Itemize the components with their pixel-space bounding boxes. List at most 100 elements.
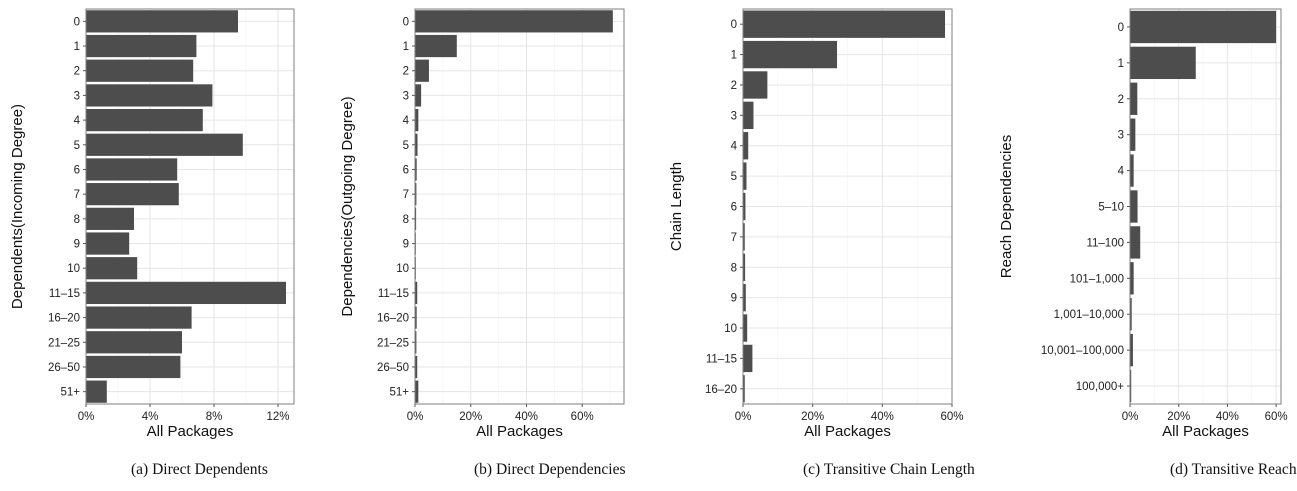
- y-tick-label: 6: [74, 164, 80, 176]
- bar-5–10: [1130, 190, 1138, 223]
- y-tick-label: 4: [74, 115, 81, 127]
- bar-1: [86, 34, 197, 58]
- y-tick-label: 11–15: [49, 288, 80, 300]
- bar-4: [86, 108, 203, 132]
- x-tick-label: 0%: [407, 411, 424, 423]
- y-tick-label: 1: [74, 41, 80, 53]
- y-tick-label: 26–50: [48, 362, 80, 374]
- bar-21–25: [86, 331, 182, 354]
- bar-10: [86, 257, 138, 280]
- x-axis-label: All Packages: [147, 423, 234, 440]
- bar-16–20: [86, 306, 192, 329]
- y-tick-label: 16–20: [48, 313, 80, 325]
- panel-caption: (a) Direct Dependents: [131, 461, 268, 478]
- y-tick-label: 7: [403, 189, 409, 201]
- y-tick-label: 26–50: [377, 362, 409, 374]
- y-tick-label: 1: [731, 50, 737, 62]
- y-tick-label: 8: [731, 262, 737, 274]
- y-tick-label: 7: [731, 232, 737, 244]
- y-tick-label: 11–15: [378, 288, 409, 300]
- y-tick-label: 2: [74, 66, 80, 78]
- bar-21–25: [415, 331, 417, 354]
- y-tick-label: 4: [1118, 166, 1125, 178]
- bar-2: [86, 59, 194, 82]
- bar-51+: [86, 380, 107, 403]
- bar-4: [1130, 154, 1134, 187]
- y-axis-label: Dependents(Incoming Degree): [9, 104, 26, 309]
- bar-7: [86, 183, 179, 206]
- bar-6: [743, 192, 746, 221]
- y-tick-label: 0: [74, 16, 80, 28]
- bar-3: [86, 84, 213, 107]
- bar-1,001–10,000: [1130, 298, 1132, 331]
- bar-101–1,000: [1130, 262, 1134, 295]
- bar-3: [1130, 118, 1136, 151]
- bar-3: [743, 101, 754, 130]
- bar-10,001–100,000: [1130, 333, 1133, 367]
- bar-9: [743, 283, 746, 312]
- y-tick-label: 10: [724, 323, 737, 335]
- bar-11–15: [415, 281, 418, 305]
- panel-d: 0 1 2 3 4 5–10 11–100 101–1,000 1,001–10,000 10,0…: [998, 8, 1297, 478]
- y-tick-label: 11–100: [1086, 237, 1124, 249]
- y-tick-label: 0: [403, 16, 409, 28]
- bar-51+: [415, 380, 419, 403]
- bar-8: [743, 253, 746, 281]
- y-tick-label: 2: [1118, 94, 1124, 106]
- x-tick-label: 0%: [1122, 411, 1139, 423]
- x-tick-label: 20%: [459, 411, 482, 423]
- y-tick-label: 4: [403, 115, 410, 127]
- y-tick-label: 3: [1118, 130, 1124, 142]
- panel-b: 0 1 2 3 4 5 6 7 8 9 10 11–15 16–20 21–25 26–50 51+ 0% 20%…: [339, 8, 625, 478]
- bar-1: [415, 34, 457, 58]
- y-tick-label: 101–1,000: [1070, 273, 1124, 285]
- bar-3: [415, 84, 422, 107]
- plot-frame: [414, 8, 625, 405]
- bar-7: [743, 223, 745, 251]
- y-tick-label: 5–10: [1098, 202, 1124, 214]
- y-tick-label: 11–15: [706, 353, 737, 365]
- x-tick-label: 20%: [1167, 411, 1190, 423]
- y-tick-label: 8: [403, 214, 409, 226]
- bar-26–50: [415, 355, 418, 379]
- bar-2: [415, 59, 429, 82]
- y-tick-label: 1: [1118, 58, 1124, 70]
- panel-caption: (c) Transitive Chain Length: [803, 461, 975, 478]
- y-tick-label: 51+: [60, 387, 80, 399]
- plot-frame: [85, 8, 295, 405]
- bar-11–100: [1130, 226, 1141, 259]
- x-tick-label: 4%: [142, 411, 159, 423]
- bar-8: [86, 207, 134, 230]
- y-tick-label: 5: [403, 140, 409, 152]
- bar-11–15: [86, 281, 286, 305]
- x-tick-label: 40%: [871, 411, 894, 423]
- bar-2: [1130, 82, 1138, 115]
- x-tick-label: 8%: [206, 411, 223, 423]
- y-tick-label: 5: [731, 171, 737, 183]
- y-axis-label: Chain Length: [668, 162, 685, 251]
- y-tick-label: 100,000+: [1076, 381, 1125, 393]
- y-tick-label: 0: [1118, 22, 1124, 34]
- x-tick-label: 40%: [1216, 411, 1239, 423]
- panel-caption: (d) Transitive Reach Dependencies: [1170, 461, 1297, 478]
- bar-1: [743, 40, 838, 69]
- x-axis-label: All Packages: [1162, 423, 1249, 440]
- bar-1: [1130, 46, 1196, 80]
- y-axis-label: Dependencies(Outgoing Degree): [339, 96, 356, 316]
- y-tick-label: 3: [403, 90, 409, 102]
- bar-0: [415, 10, 613, 33]
- x-axis-label: All Packages: [476, 423, 563, 440]
- x-tick-label: 60%: [940, 411, 963, 423]
- bar-10: [743, 314, 748, 342]
- panel-caption: (b) Direct Dependencies: [474, 461, 625, 478]
- bar-26–50: [86, 355, 181, 379]
- y-tick-label: 6: [731, 202, 737, 214]
- x-tick-label: 0%: [735, 411, 752, 423]
- y-tick-label: 2: [403, 66, 409, 78]
- bar-4: [415, 108, 419, 132]
- bar-9: [86, 232, 130, 255]
- x-tick-label: 40%: [515, 411, 538, 423]
- bar-11–15: [743, 344, 753, 373]
- y-tick-label: 9: [403, 239, 409, 251]
